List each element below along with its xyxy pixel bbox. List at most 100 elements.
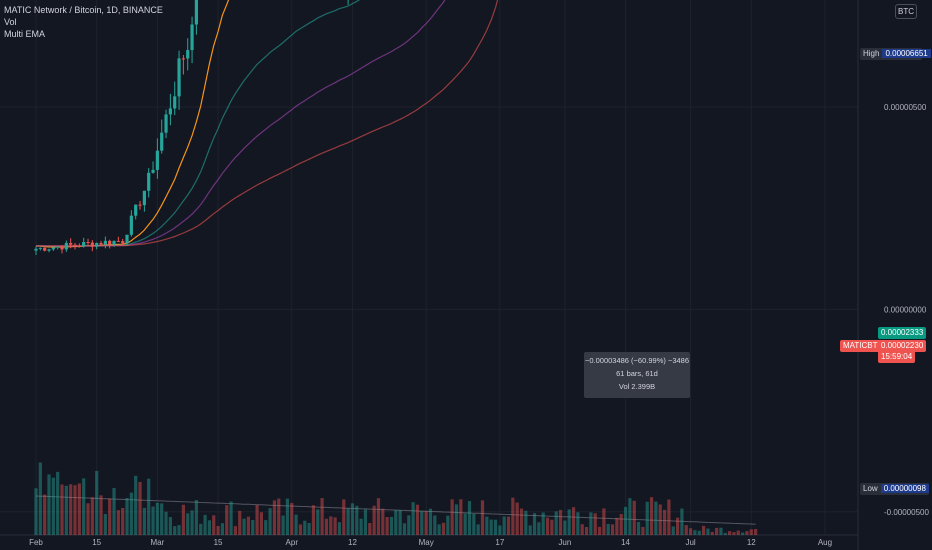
volume-bar (359, 518, 363, 535)
volume-bar (398, 509, 402, 535)
volume-bar (298, 524, 303, 535)
ema-indicator-label[interactable]: Multi EMA (4, 29, 46, 39)
volume-bar (714, 527, 719, 535)
volume-bar (43, 494, 47, 535)
volume-bar (38, 462, 42, 535)
volume-bar (155, 502, 159, 535)
volume-bar (563, 520, 567, 535)
volume-bar (355, 505, 359, 535)
volume-bar (186, 513, 190, 535)
volume-bar (428, 508, 433, 535)
candle-body (47, 249, 51, 251)
high-label: High (863, 49, 880, 58)
candle-body (116, 240, 120, 242)
volume-bar (333, 517, 337, 535)
candle-body (190, 24, 194, 51)
volume-bar (303, 520, 307, 535)
volume-bar (329, 516, 333, 535)
volume-bar (524, 510, 528, 535)
volume-bar (342, 499, 346, 535)
volume-bar (645, 501, 649, 535)
candle-body (38, 247, 42, 249)
candle-body (142, 190, 146, 206)
candle-body (69, 242, 73, 245)
volume-bar (493, 519, 498, 535)
volume-bar (320, 498, 324, 535)
volume-bar (259, 512, 264, 535)
volume-bar (277, 498, 281, 535)
volume-bar (619, 514, 623, 535)
volume-bar (56, 471, 60, 535)
volume-bar (363, 509, 368, 535)
volume-bar (246, 516, 251, 535)
volume-bar (489, 519, 493, 535)
volume-bar (420, 511, 424, 535)
volume-bar (571, 507, 576, 535)
volume-bar (389, 516, 394, 535)
volume-bar (181, 504, 185, 535)
volume-bar (285, 498, 290, 535)
volume-bar (368, 523, 372, 535)
volume-ma-line (35, 495, 756, 525)
volume-bar (95, 470, 99, 535)
volume-bar (415, 504, 420, 535)
candle-body (34, 248, 38, 251)
candle-body (77, 245, 81, 247)
volume-bar (728, 531, 732, 535)
volume-bar (641, 526, 645, 535)
volume-bar (160, 503, 164, 535)
volume-bar (242, 518, 246, 535)
volume-bar (324, 518, 329, 535)
candle-body (181, 58, 185, 60)
volume-indicator-label[interactable]: Vol (4, 17, 17, 27)
volume-bar (385, 516, 389, 535)
ema-line-ema-50 (35, 0, 361, 248)
volume-bar (662, 509, 667, 535)
volume-bar (550, 519, 554, 535)
currency-button[interactable]: BTC (895, 4, 917, 19)
volume-bar (402, 523, 407, 535)
y-tick-label: -0.00000500 (884, 508, 929, 517)
candle-body (186, 50, 190, 59)
candle-body (125, 234, 129, 244)
candle-body (134, 204, 138, 216)
measure-volume: Vol 2.399B (618, 382, 656, 391)
symbol-title[interactable]: MATIC Network / Bitcoin, 1D, BINANCE (4, 5, 163, 15)
volume-bar (476, 524, 480, 535)
volume-bar (671, 526, 675, 535)
volume-bar (216, 526, 220, 535)
x-tick-label: May (419, 538, 434, 547)
volume-bar (654, 501, 658, 535)
x-tick-label: Mar (150, 538, 164, 547)
volume-bar (602, 508, 606, 535)
volume-bars (34, 462, 758, 535)
volume-bar (680, 508, 684, 535)
volume-bar (129, 492, 133, 535)
candle-body (151, 169, 155, 173)
x-tick-label: 15 (92, 538, 101, 547)
volume-bar (628, 498, 632, 535)
measure-tooltip: −0.00003486 (−60.99%) −3486 61 bars, 61d… (584, 352, 690, 398)
volume-bar (537, 522, 541, 535)
volume-bar (532, 513, 537, 535)
low-badge: Low 0.00000098 (860, 483, 929, 495)
volume-bar (51, 477, 55, 535)
candle-body (51, 247, 55, 250)
volume-bar (701, 525, 706, 535)
chart-legend: MATIC Network / Bitcoin, 1D, BINANCE Vol… (4, 4, 163, 40)
volume-bar (116, 510, 120, 535)
volume-bar (372, 505, 376, 535)
y-tick-label: 0.00000000 (884, 305, 927, 314)
volume-bar (337, 522, 342, 535)
x-tick-label: Jul (685, 538, 695, 547)
volume-bar (307, 522, 311, 535)
x-tick-label: 15 (214, 538, 223, 547)
volume-bar (82, 478, 86, 535)
volume-bar (264, 520, 268, 535)
volume-bar (108, 498, 112, 535)
volume-bar (506, 516, 511, 535)
low-label: Low (863, 484, 878, 493)
volume-bar (441, 522, 446, 535)
volume-bar (103, 513, 107, 535)
